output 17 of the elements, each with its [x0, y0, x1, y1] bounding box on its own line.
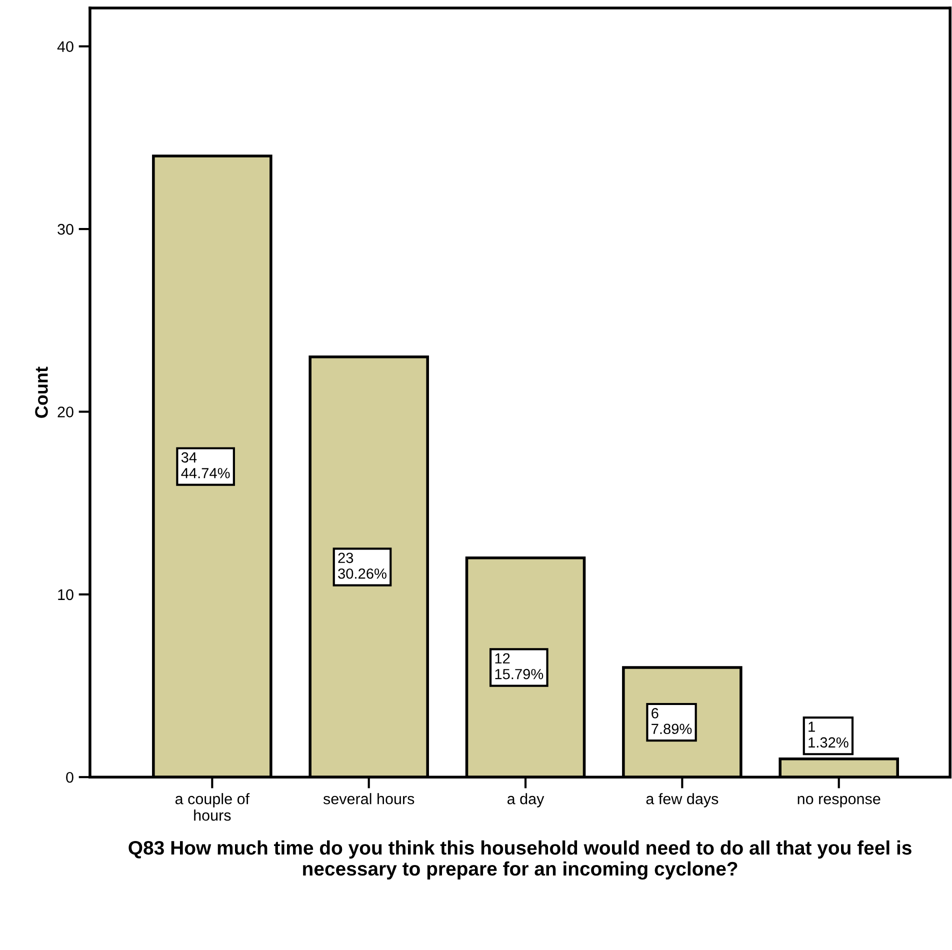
data-label: 1 1.32%: [808, 722, 848, 748]
x-axis-title: Q83 How much time do you think this household would need to do all that you feel is necessary to prepare for an incoming cyclone?: [128, 840, 912, 880]
y-tick-label: 0: [66, 772, 74, 783]
data-label: 6 7.89%: [652, 708, 692, 734]
x-tick-label: several hours: [323, 793, 414, 804]
x-tick-label: no response: [798, 796, 880, 808]
x-tick-label: a couple of hours: [175, 793, 250, 821]
y-axis-title: Count: [35, 366, 48, 418]
data-label: 23 30.26%: [338, 552, 386, 579]
x-tick-label: a day: [507, 793, 544, 808]
y-tick-label: 30: [58, 224, 74, 235]
y-tick-label: 40: [57, 41, 74, 52]
data-label: 12 15.79%: [495, 653, 544, 680]
y-tick-label: 10: [58, 589, 74, 600]
y-tick-label: 20: [58, 406, 74, 418]
x-tick-label: a few days: [646, 793, 718, 808]
data-label: 34 44.74%: [181, 452, 230, 478]
